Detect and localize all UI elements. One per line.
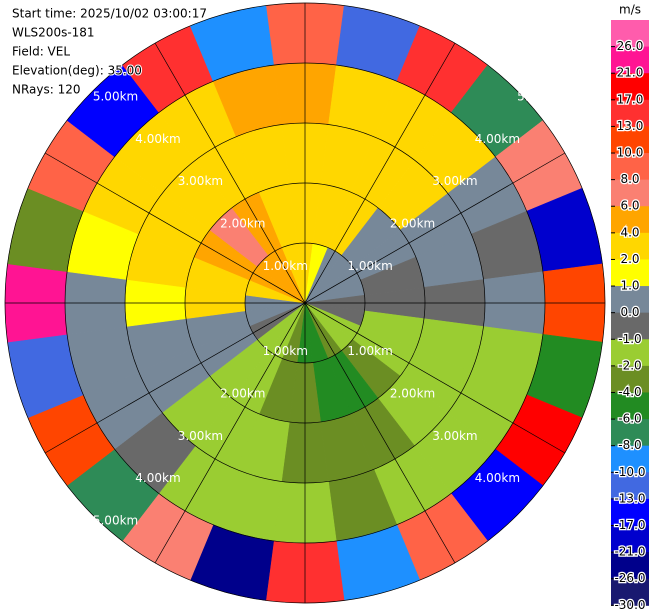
colorbar-tick-label: -21.0	[614, 545, 645, 559]
colorbar-tick-label: 10.0	[617, 146, 644, 160]
range-label: 1.00km	[263, 259, 308, 273]
colorbar-segment	[611, 259, 649, 287]
range-label: 2.00km	[220, 217, 265, 231]
header-line: Elevation(deg): 35.00	[12, 64, 142, 78]
colorbar-tick-label: -17.0	[614, 518, 645, 532]
colorbar-tick-label: -6.0	[618, 412, 641, 426]
colorbar-tick-label: 4.0	[620, 225, 639, 239]
range-label: 4.00km	[135, 132, 180, 146]
colorbar-tick-label: 17.0	[617, 92, 644, 106]
colorbar-segment	[611, 419, 649, 447]
colorbar-tick-label: 13.0	[617, 119, 644, 133]
range-label: 3.00km	[178, 429, 223, 443]
colorbar-tick-label: -30.0	[614, 598, 645, 610]
colorbar-tick-label: -26.0	[614, 571, 645, 585]
colorbar-tick-label: -2.0	[618, 358, 641, 372]
header-line: NRays: 120	[12, 83, 81, 97]
colorbar-segment	[611, 20, 649, 48]
range-ring	[124, 122, 486, 484]
colorbar-tick-label: -8.0	[618, 438, 641, 452]
colorbar-tick-label: -13.0	[614, 491, 645, 505]
radar-field	[4, 2, 606, 604]
header-line: Start time: 2025/10/02 03:00:17	[12, 7, 207, 21]
header-line: Field: VEL	[12, 45, 70, 59]
colorbar-segment	[611, 232, 649, 260]
colorbar-segment	[611, 525, 649, 553]
colorbar-segment	[611, 179, 649, 207]
colorbar-segment	[611, 286, 649, 314]
range-label: 3.00km	[432, 429, 477, 443]
range-label: 2.00km	[390, 386, 435, 400]
colorbar-tick-label: 6.0	[620, 199, 639, 213]
colorbar-tick-label: 0.0	[620, 305, 639, 319]
colorbar-segment	[611, 153, 649, 181]
colorbar-tick-label: -10.0	[614, 465, 645, 479]
range-label: 3.00km	[178, 174, 223, 188]
range-label: 3.00km	[432, 174, 477, 188]
range-label: 4.00km	[475, 132, 520, 146]
colorbar-tick-label: 8.0	[620, 172, 639, 186]
range-label: 4.00km	[135, 471, 180, 485]
range-label: 2.00km	[390, 217, 435, 231]
colorbar-segment	[611, 578, 649, 606]
colorbar-segment	[611, 472, 649, 500]
header: Start time: 2025/10/02 03:00:17 WLS200s-1…	[11, 6, 208, 98]
colorbar-segment	[611, 339, 649, 367]
colorbar-segment	[611, 73, 649, 101]
range-label: 5.00km	[517, 89, 562, 103]
colorbar-tick-label: -4.0	[618, 385, 641, 399]
range-label: 5.00km	[93, 514, 138, 528]
range-label: 1.00km	[347, 344, 392, 358]
colorbar-segment	[611, 312, 649, 340]
range-grid: 1.00km 1.00km 1.00km 1.00km 2.00km 2.00km 2.00…	[4, 2, 606, 604]
colorbar-segment	[611, 552, 649, 580]
range-label: 5.00km	[517, 514, 562, 528]
range-label: 5.00km	[93, 89, 138, 103]
colorbar-segment	[611, 206, 649, 234]
colorbar-segment	[611, 392, 649, 420]
colorbar-tick-label: -1.0	[618, 332, 641, 346]
range-label: 1.00km	[347, 259, 392, 273]
colorbar: m/s 26.0 21.0 17.0 13.0 10.0 8.0 6.0 4.0 2.0 1.0 0.…	[611, 3, 649, 610]
colorbar-tick-label: 21.0	[617, 66, 644, 80]
colorbar-tick-label: 26.0	[617, 39, 644, 53]
colorbar-segment	[611, 365, 649, 393]
colorbar-tick-label: 2.0	[620, 252, 639, 266]
range-label: 2.00km	[220, 386, 265, 400]
range-ring	[4, 2, 606, 604]
colorbar-segment	[611, 498, 649, 527]
range-ring	[184, 182, 426, 424]
range-ring	[244, 242, 366, 364]
colorbar-segment	[611, 99, 649, 127]
range-ring	[64, 62, 546, 544]
axis-line	[44, 152, 566, 454]
colorbar-title: m/s	[619, 3, 641, 17]
range-label: 1.00km	[263, 344, 308, 358]
range-label: 4.00km	[475, 471, 520, 485]
colorbar-tick-label: 1.0	[620, 279, 639, 293]
header-line: WLS200s-181	[12, 26, 95, 40]
colorbar-segment	[611, 445, 649, 473]
colorbar-segment	[611, 46, 649, 74]
colorbar-segment	[611, 126, 649, 154]
